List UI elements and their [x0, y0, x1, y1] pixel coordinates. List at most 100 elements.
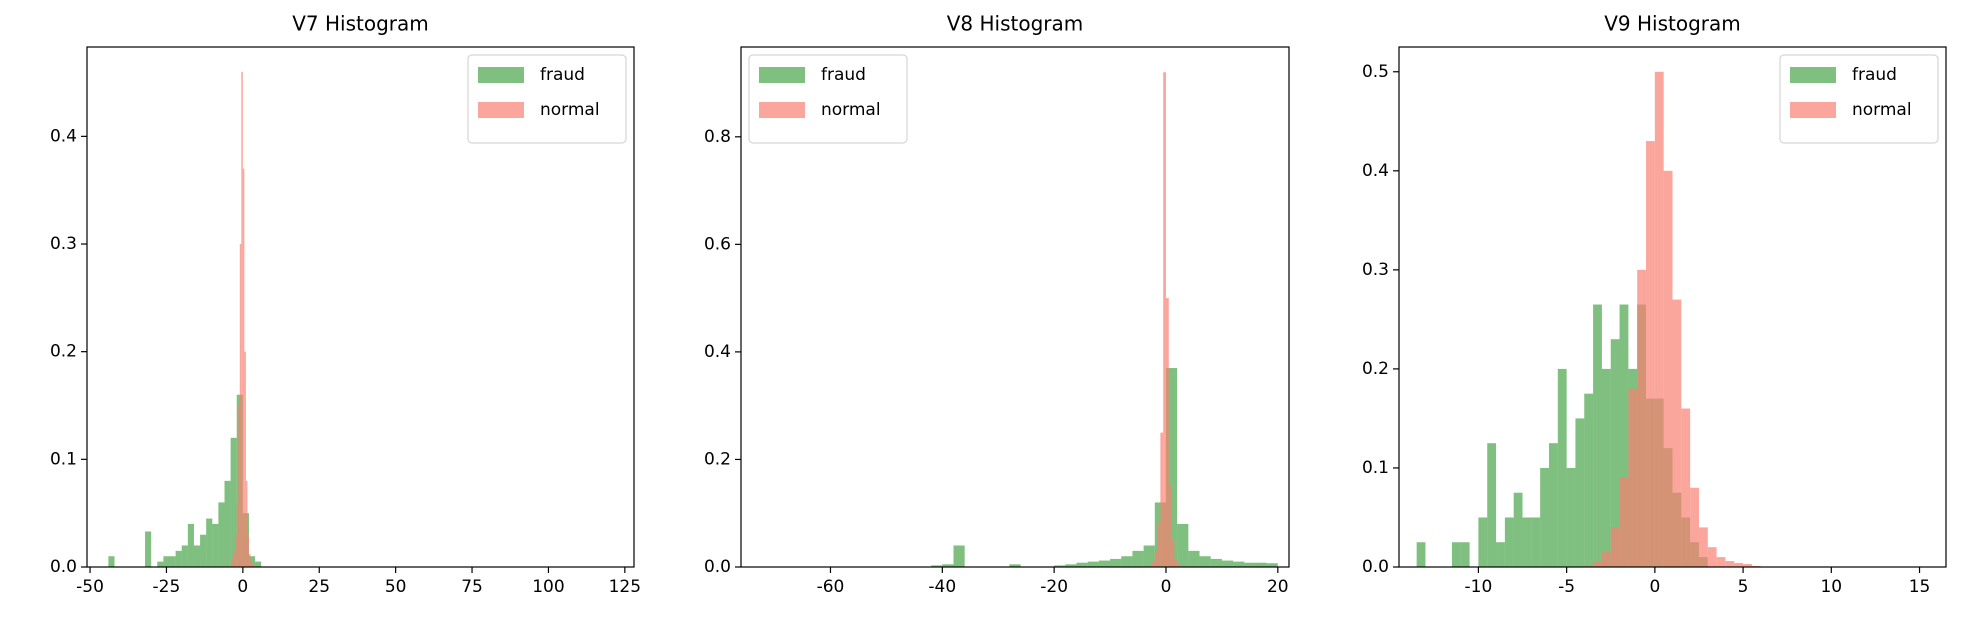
bar	[169, 556, 176, 567]
bar	[1584, 565, 1594, 567]
bar	[241, 71, 243, 567]
bar	[1149, 565, 1152, 567]
bar	[1168, 486, 1172, 567]
bar	[1681, 408, 1691, 567]
bar	[1210, 558, 1222, 567]
bar	[1593, 562, 1602, 567]
bar	[1221, 560, 1234, 567]
x-tick-label: 0	[1649, 577, 1660, 597]
bar	[1416, 542, 1426, 567]
bar	[1619, 477, 1629, 567]
x-tick-label: -5	[1558, 577, 1575, 597]
x-tick-label: 15	[1909, 577, 1931, 597]
bar	[1601, 368, 1611, 567]
bar	[230, 437, 237, 567]
bar	[187, 523, 194, 567]
bar	[1177, 564, 1180, 567]
bar	[1619, 304, 1629, 567]
bar	[1593, 304, 1602, 567]
bar	[1163, 72, 1166, 567]
y-tick-label: 0.3	[50, 234, 77, 254]
bar	[212, 523, 219, 567]
y-tick-label: 0.2	[50, 342, 77, 362]
bar	[1557, 368, 1567, 567]
legend-label: normal	[821, 100, 881, 120]
bar	[233, 550, 236, 567]
bar	[230, 563, 233, 567]
bar	[1152, 561, 1155, 567]
x-tick-label: 0	[237, 577, 248, 597]
bar	[1690, 487, 1699, 567]
legend-swatch	[478, 67, 524, 83]
bar	[235, 534, 237, 567]
x-tick-label: -50	[76, 577, 104, 597]
bar	[1451, 542, 1461, 567]
bar	[236, 502, 239, 567]
legend-label: normal	[540, 100, 600, 120]
bar	[238, 405, 240, 567]
bar	[1460, 542, 1470, 567]
y-tick-label: 0.3	[1362, 260, 1389, 280]
bar	[255, 561, 262, 567]
bar	[1110, 558, 1122, 567]
x-tick-label: 50	[385, 577, 407, 597]
legend-label: fraud	[1852, 65, 1897, 85]
x-tick-label: -60	[817, 577, 845, 597]
y-tick-label: 0.4	[1362, 161, 1389, 181]
y-tick-label: 0.1	[1362, 458, 1389, 478]
bar	[224, 480, 231, 567]
axes-frame	[740, 46, 1290, 568]
bar	[1160, 432, 1164, 567]
bar	[252, 563, 254, 567]
bar	[1575, 418, 1585, 567]
bar	[1143, 545, 1155, 567]
bar	[193, 545, 201, 567]
y-tick-label: 0.1	[50, 449, 77, 469]
bar	[1233, 561, 1245, 567]
x-tick-label: 25	[308, 577, 330, 597]
legend-swatch	[1790, 102, 1836, 118]
bar	[1707, 547, 1717, 567]
bar	[1628, 388, 1638, 567]
bar	[942, 564, 954, 567]
bar	[1054, 565, 1066, 567]
bar	[250, 561, 253, 567]
bar	[1637, 269, 1647, 567]
x-tick-label: 125	[609, 577, 641, 597]
bar	[1177, 523, 1189, 567]
chart-title: V9 Histogram	[1604, 12, 1741, 36]
x-tick-label: -20	[1040, 577, 1068, 597]
bar	[200, 534, 207, 567]
y-tick-label: 0.0	[1362, 557, 1389, 577]
bar	[1743, 564, 1752, 567]
bar	[1244, 562, 1256, 567]
bar	[239, 244, 242, 568]
y-tick-label: 0.0	[50, 557, 77, 577]
bar	[157, 561, 164, 567]
bar	[1157, 523, 1161, 567]
y-tick-label: 0.0	[704, 557, 731, 577]
bar	[1171, 540, 1175, 567]
bar	[1478, 517, 1488, 567]
x-tick-label: -25	[153, 577, 181, 597]
bar	[175, 550, 182, 567]
bar	[1566, 467, 1576, 567]
bar	[248, 556, 256, 567]
bar	[931, 565, 943, 567]
legend-label: normal	[1852, 100, 1912, 120]
bar	[1716, 557, 1726, 567]
y-tick-label: 0.4	[704, 342, 731, 362]
x-tick-label: 75	[461, 577, 483, 597]
bar	[1487, 443, 1497, 567]
bar	[1601, 552, 1611, 567]
bar	[1087, 561, 1099, 567]
bar	[1165, 368, 1178, 567]
bar	[1174, 558, 1178, 567]
bar	[1165, 298, 1169, 567]
y-tick-label: 0.8	[704, 127, 731, 147]
bar	[1725, 561, 1735, 567]
legend-label: fraud	[821, 65, 866, 85]
x-tick-label: 10	[1820, 577, 1842, 597]
bar	[248, 554, 251, 567]
